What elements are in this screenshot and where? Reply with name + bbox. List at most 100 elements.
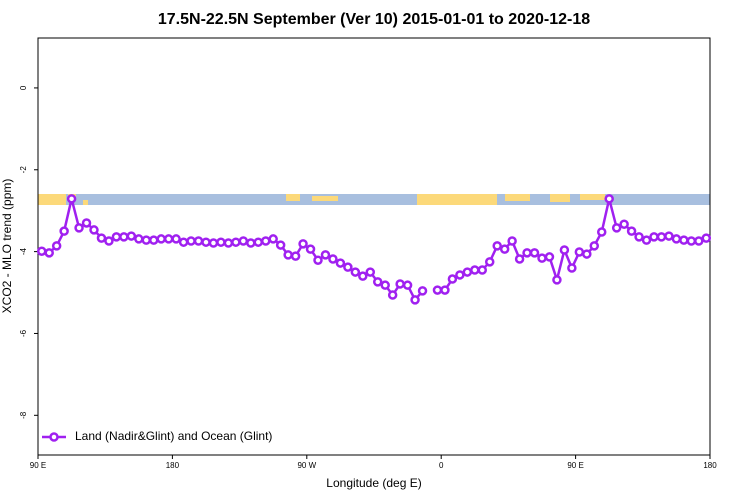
point [499,244,510,254]
x-tick-label: 180 [703,461,717,470]
point [96,233,107,243]
point [51,241,62,251]
point [372,277,383,287]
point [567,263,577,273]
point [253,237,264,247]
point [283,250,293,260]
point [447,274,458,284]
point [81,218,92,228]
legend-label: Land (Nadir&Glint) and Ocean (Glint) [75,429,272,443]
point [417,286,428,296]
point [522,248,532,258]
point [410,295,420,305]
point [477,265,488,275]
x-tick-label: 90 E [567,461,583,470]
point [171,234,181,244]
point [193,236,204,246]
y-tick-label: -8 [19,411,28,419]
point [484,257,495,267]
point [320,250,331,260]
point [335,258,346,268]
point [328,254,338,264]
point [238,236,249,246]
point [544,252,555,262]
point [686,236,697,246]
point [186,236,196,246]
point [470,265,480,275]
point [679,235,689,245]
y-tick-label: 0 [19,85,28,90]
point [59,226,69,236]
point [671,234,682,244]
point [664,231,674,241]
x-tick-label: 0 [439,461,444,470]
point [163,234,174,244]
point [104,236,114,246]
point [462,267,473,277]
y-tick-label: -2 [19,166,28,174]
point [582,249,592,259]
point [275,240,286,250]
point [111,232,122,242]
point [507,236,517,246]
point [694,236,704,246]
point [395,279,405,289]
point [66,194,77,204]
y-axis-label: XCO2 - MLO trend (ppm) [0,179,14,314]
y-tick-label: -4 [19,248,28,256]
point [552,275,562,285]
point [119,232,129,242]
point [148,235,159,245]
point [313,255,323,265]
point [126,231,137,241]
point [559,245,570,255]
point [290,251,301,261]
point [201,237,211,247]
point [208,238,219,248]
point [656,232,667,242]
point [216,237,226,247]
point [74,223,84,233]
point [298,239,308,249]
point [440,285,450,295]
point [604,194,614,204]
point [701,233,712,243]
point [246,238,256,248]
point [365,267,376,277]
point [89,225,99,235]
point [589,241,600,251]
y-tick-label: -6 [19,329,28,337]
point [514,254,525,264]
point [432,285,443,295]
point [358,271,368,281]
point [596,227,607,237]
point [626,226,637,236]
point [649,232,659,242]
point [343,262,353,272]
point [156,234,166,244]
point [44,248,54,258]
point [537,253,547,263]
point [260,236,271,246]
point [529,248,540,258]
x-tick-label: 90 E [30,461,46,470]
point [141,235,152,245]
point [634,232,644,242]
point [380,280,390,290]
point [36,246,47,256]
point [305,244,316,254]
point [134,234,144,244]
point [641,235,652,245]
point [268,234,278,244]
x-tick-label: 90 W [297,461,316,470]
point [611,223,622,233]
plot-frame [37,37,711,456]
point [231,237,241,247]
x-tick-label: 180 [166,461,180,470]
point [350,267,361,277]
point [223,238,234,248]
point [574,247,585,257]
chart-title: 17.5N-22.5N September (Ver 10) 2015-01-0… [158,11,590,28]
x-axis-label: Longitude (deg E) [326,476,421,490]
